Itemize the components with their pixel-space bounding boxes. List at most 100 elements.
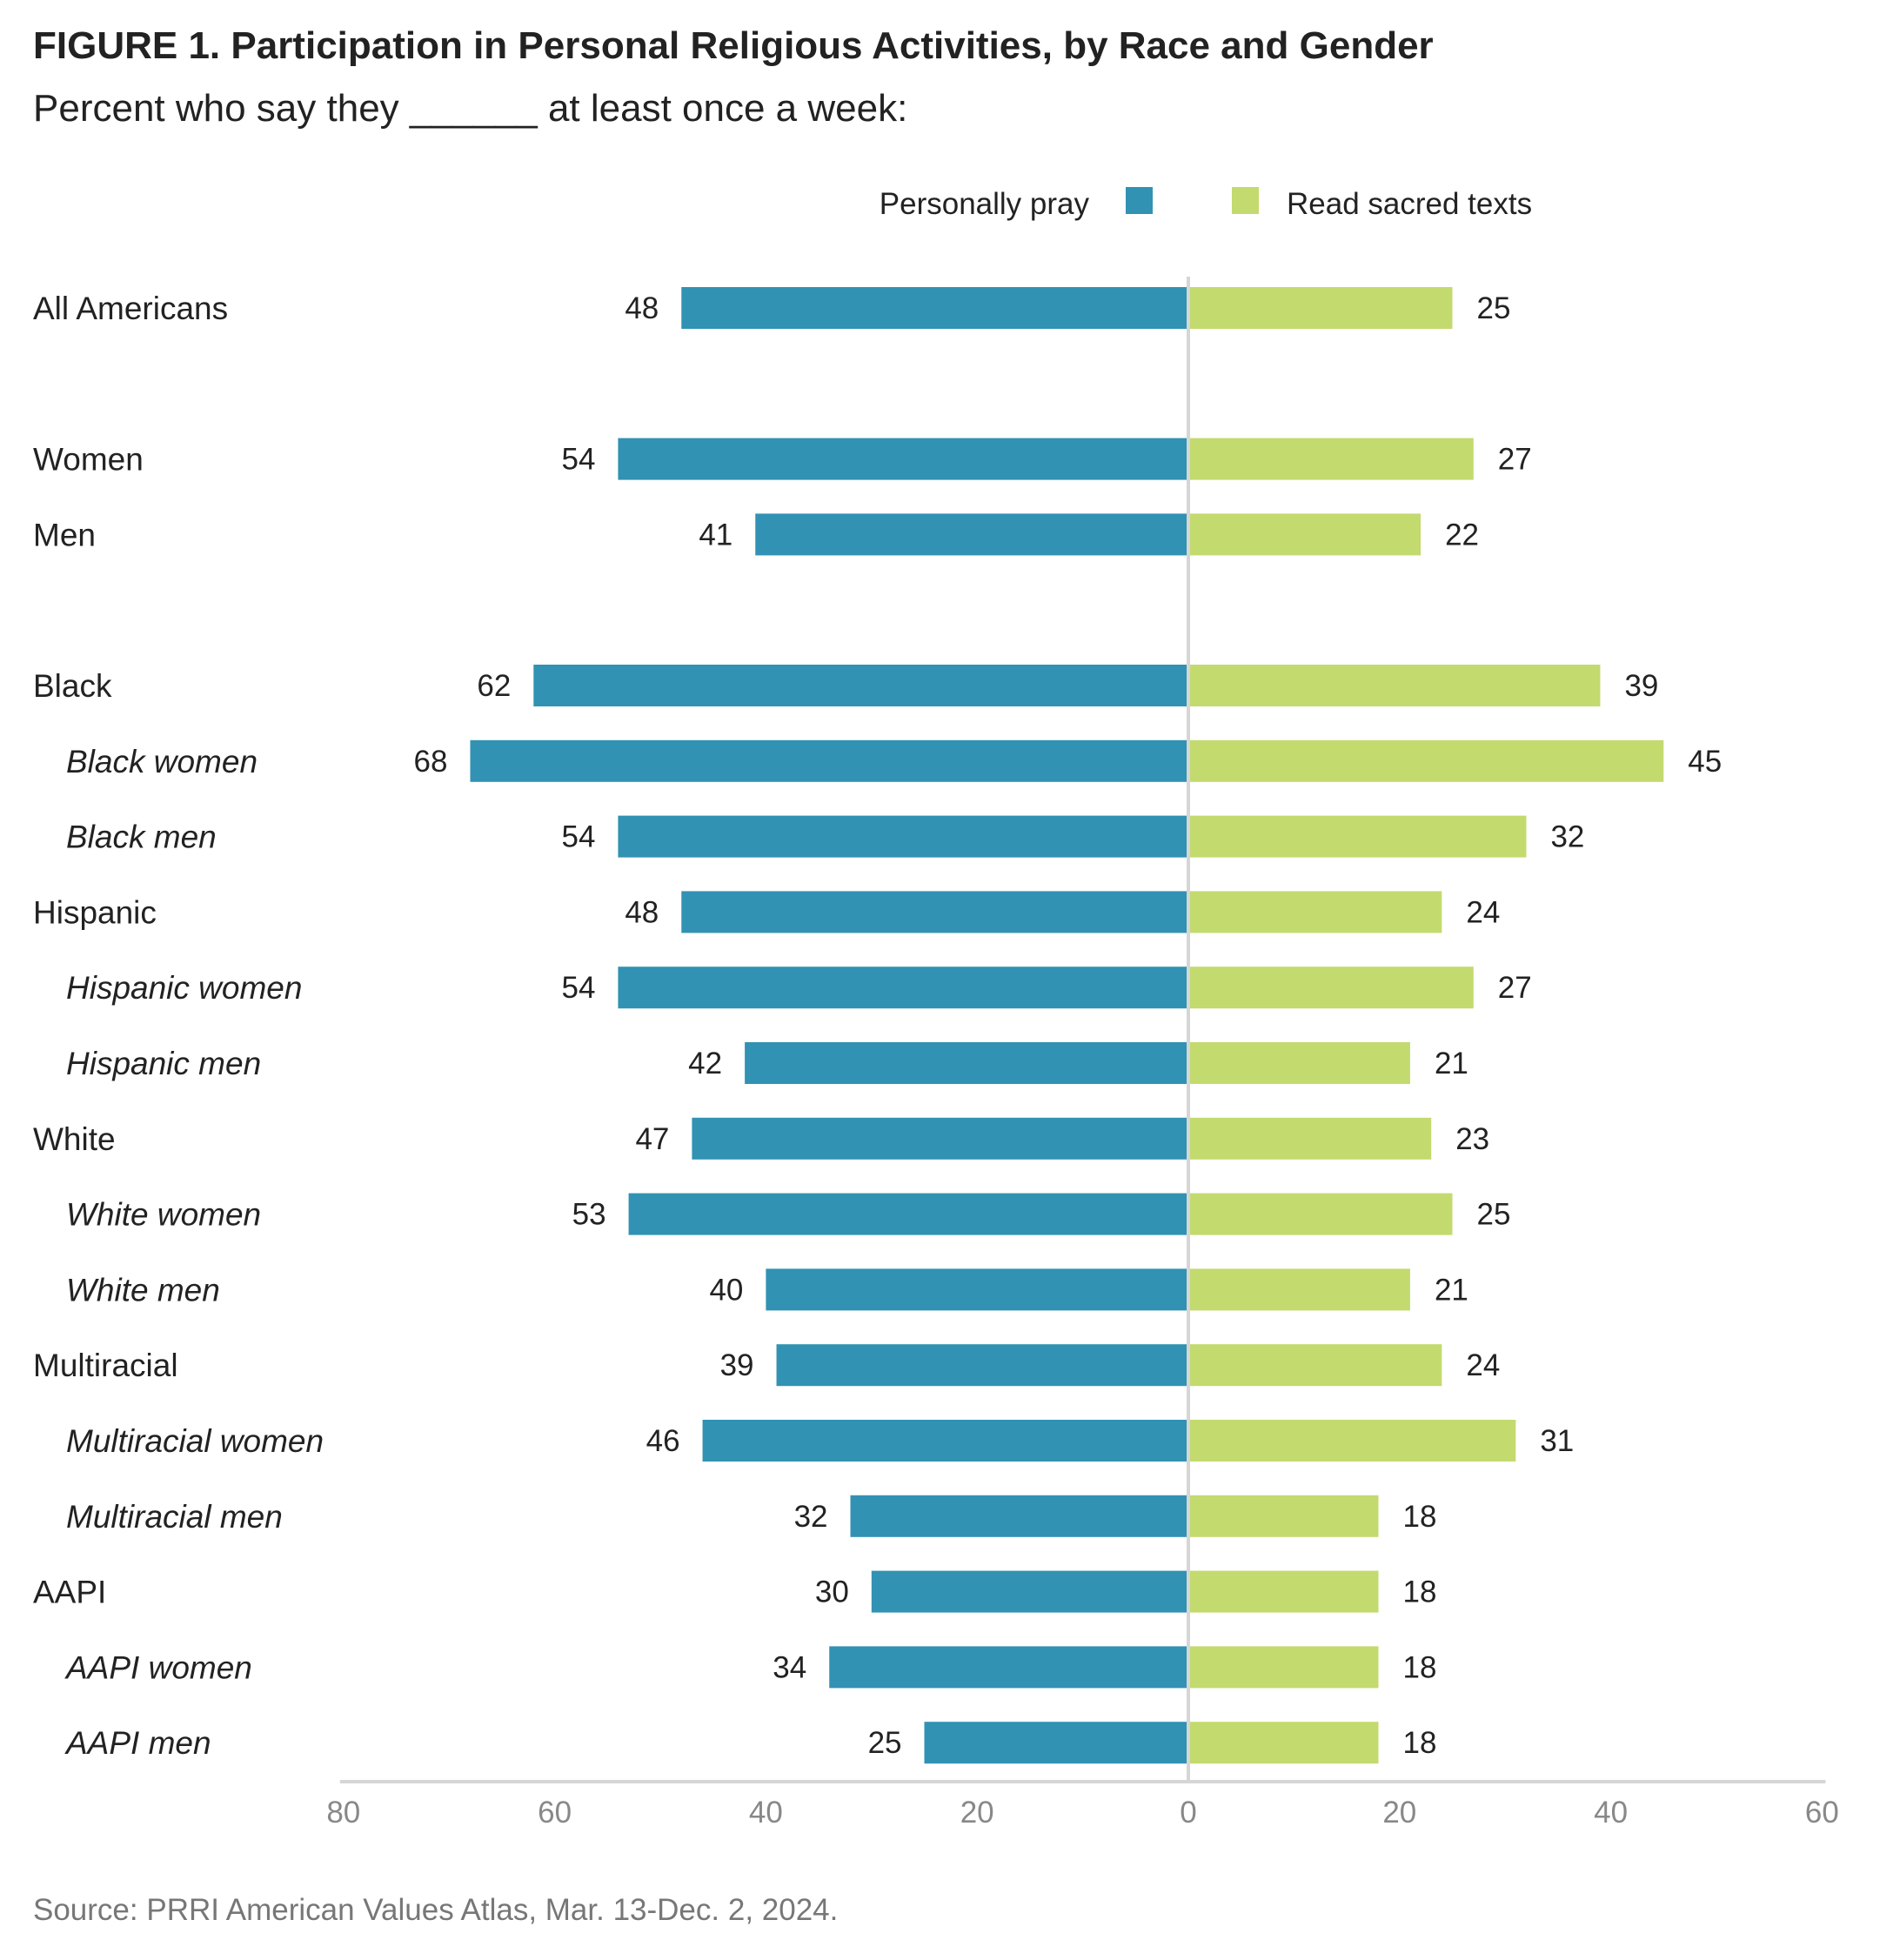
category-label: White men <box>66 1272 220 1308</box>
value-label-pray: 40 <box>709 1273 743 1307</box>
bar-read <box>1188 891 1442 933</box>
value-label-pray: 54 <box>562 820 596 854</box>
bar-pray <box>766 1268 1188 1311</box>
category-label: AAPI men <box>64 1725 211 1761</box>
bar-read <box>1188 1495 1379 1537</box>
value-label-read: 18 <box>1403 1726 1437 1760</box>
bar-read <box>1188 287 1453 329</box>
value-label-read: 23 <box>1455 1122 1489 1156</box>
value-label-pray: 25 <box>868 1726 902 1760</box>
bar-pray <box>850 1495 1188 1537</box>
bar-pray <box>681 287 1188 329</box>
bar-read <box>1188 1117 1432 1160</box>
value-label-read: 21 <box>1435 1273 1468 1307</box>
bar-read <box>1188 1268 1410 1311</box>
category-label: AAPI women <box>64 1649 252 1685</box>
bar-pray <box>628 1193 1188 1235</box>
bar-read <box>1188 1570 1379 1613</box>
tick-label: 40 <box>1594 1796 1628 1830</box>
bar-pray <box>924 1722 1188 1764</box>
bar-read <box>1188 1646 1379 1689</box>
category-label: All Americans <box>33 291 228 326</box>
bar-pray <box>692 1117 1188 1160</box>
bar-pray <box>618 967 1188 1009</box>
value-label-pray: 53 <box>572 1198 606 1232</box>
source-note: Source: PRRI American Values Atlas, Mar.… <box>33 1893 839 1927</box>
category-label: Multiracial men <box>66 1499 283 1535</box>
value-label-read: 18 <box>1403 1650 1437 1684</box>
category-label: White women <box>66 1197 261 1233</box>
category-label: Black women <box>66 744 258 779</box>
bar-pray <box>533 665 1188 706</box>
tick-label: 60 <box>538 1796 572 1830</box>
bar-read <box>1188 438 1474 480</box>
value-label-read: 45 <box>1688 745 1722 779</box>
value-label-read: 27 <box>1498 971 1532 1005</box>
category-label: White <box>33 1121 116 1157</box>
bar-read <box>1188 1042 1410 1084</box>
value-label-pray: 30 <box>815 1575 849 1609</box>
bar-pray <box>618 815 1188 858</box>
value-label-pray: 46 <box>646 1424 680 1458</box>
value-label-pray: 62 <box>477 669 511 703</box>
value-label-pray: 34 <box>773 1650 806 1684</box>
bar-pray <box>776 1344 1188 1387</box>
value-label-read: 25 <box>1477 1198 1511 1232</box>
category-label: Multiracial <box>33 1348 178 1383</box>
value-label-pray: 41 <box>699 518 732 552</box>
value-label-pray: 48 <box>625 291 659 325</box>
value-label-read: 24 <box>1466 895 1500 929</box>
category-label: Hispanic men <box>66 1046 261 1081</box>
bar-pray <box>681 891 1188 933</box>
bar-pray <box>702 1420 1188 1462</box>
bar-pray <box>829 1646 1188 1689</box>
value-label-pray: 54 <box>562 443 596 477</box>
chart-title: FIGURE 1. Participation in Personal Reli… <box>33 24 1434 67</box>
bar-read <box>1188 1193 1453 1235</box>
tick-label: 0 <box>1180 1796 1196 1830</box>
chart-subtitle: Percent who say they ______ at least onc… <box>33 87 908 130</box>
value-label-pray: 39 <box>720 1348 754 1382</box>
tick-label: 60 <box>1805 1796 1839 1830</box>
tick-label: 40 <box>749 1796 783 1830</box>
x-axis: 80 60 40 20 0 20 40 60 <box>326 277 1839 1830</box>
value-label-read: 31 <box>1540 1424 1574 1458</box>
value-label-pray: 48 <box>625 895 659 929</box>
value-label-read: 22 <box>1445 518 1479 552</box>
tick-label: 80 <box>326 1796 360 1830</box>
bars-layer: All Americans 48 25 Women 54 27 Men 41 22 Black 62… <box>33 287 1722 1764</box>
legend: Personally pray Read sacred texts <box>880 187 1532 221</box>
value-label-read: 18 <box>1403 1575 1437 1609</box>
value-label-pray: 42 <box>688 1047 722 1080</box>
category-label: Black <box>33 668 112 704</box>
bar-pray <box>618 438 1188 480</box>
value-label-read: 25 <box>1477 291 1511 325</box>
bar-read <box>1188 513 1421 556</box>
value-label-read: 18 <box>1403 1500 1437 1534</box>
value-label-read: 24 <box>1466 1348 1500 1382</box>
bar-pray <box>470 739 1188 782</box>
bar-read <box>1188 815 1527 858</box>
category-label: AAPI <box>33 1575 106 1610</box>
legend-swatch-read <box>1232 187 1259 214</box>
value-label-pray: 54 <box>562 971 596 1005</box>
bar-read <box>1188 665 1601 706</box>
category-label: Hispanic <box>33 894 157 930</box>
category-label: Black men <box>66 819 217 855</box>
legend-swatch-pray <box>1126 187 1153 214</box>
bar-pray <box>871 1570 1188 1613</box>
bar-pray <box>745 1042 1188 1084</box>
category-label: Women <box>33 442 144 478</box>
tick-label: 20 <box>1382 1796 1416 1830</box>
value-label-pray: 68 <box>414 745 448 779</box>
value-label-pray: 47 <box>635 1122 669 1156</box>
category-label: Hispanic women <box>66 970 302 1006</box>
category-label: Men <box>33 517 96 552</box>
bar-read <box>1188 967 1474 1009</box>
tick-label: 20 <box>960 1796 994 1830</box>
legend-label-read: Read sacred texts <box>1287 187 1532 221</box>
value-label-read: 27 <box>1498 443 1532 477</box>
value-label-read: 21 <box>1435 1047 1468 1080</box>
bar-read <box>1188 1722 1379 1764</box>
